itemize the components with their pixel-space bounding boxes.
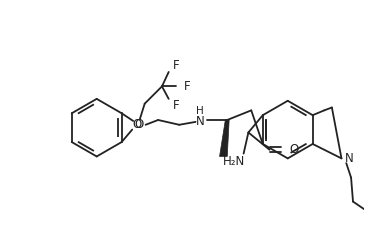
Polygon shape [220,120,229,157]
Text: F: F [173,99,180,112]
Text: N: N [345,152,354,165]
Text: H: H [197,106,204,116]
Text: F: F [184,80,190,93]
Text: H₂N: H₂N [223,155,245,168]
Text: O: O [134,118,144,131]
Text: F: F [173,59,180,72]
Text: O: O [132,118,142,131]
Text: O: O [289,143,298,156]
Text: N: N [196,115,205,128]
